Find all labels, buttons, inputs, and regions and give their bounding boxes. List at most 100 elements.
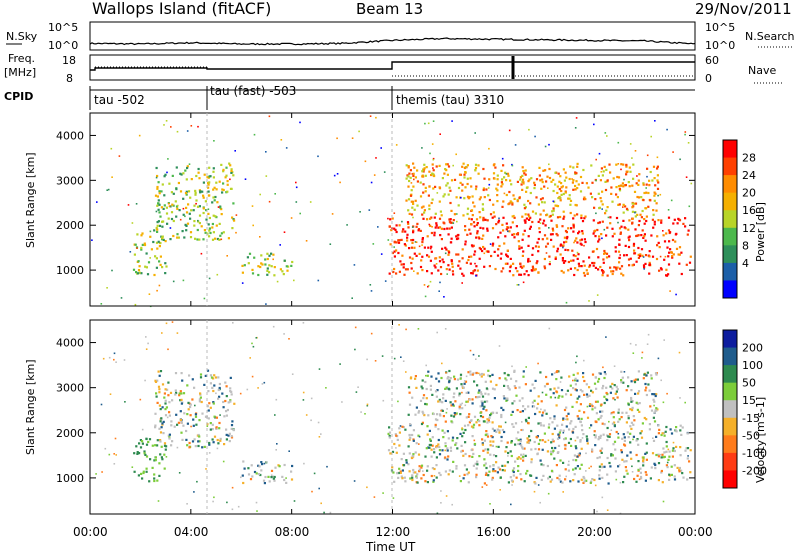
data-cell — [562, 217, 565, 220]
data-cell — [631, 465, 633, 468]
data-cell — [642, 182, 645, 185]
data-cell — [633, 202, 636, 205]
data-cell — [615, 193, 618, 196]
data-cell — [431, 172, 434, 175]
data-cell — [141, 232, 144, 235]
data-cell — [644, 262, 647, 265]
data-cell — [407, 175, 410, 178]
data-cell — [617, 436, 620, 439]
data-cell — [481, 438, 484, 441]
data-cell — [514, 443, 517, 446]
data-cell — [136, 233, 139, 236]
data-cell — [445, 386, 448, 389]
data-cell — [158, 474, 161, 477]
data-cell — [161, 225, 164, 228]
data-cell — [156, 228, 159, 231]
data-cell — [625, 163, 628, 166]
data-cell — [482, 167, 485, 171]
data-cell — [679, 397, 681, 399]
data-cell — [445, 387, 448, 390]
data-cell — [516, 180, 519, 183]
data-cell — [567, 469, 570, 472]
data-cell — [641, 422, 644, 425]
data-cell — [158, 224, 162, 227]
data-cell — [555, 204, 559, 207]
data-cell — [375, 116, 377, 119]
data-cell — [552, 245, 555, 248]
data-cell — [215, 181, 218, 184]
data-cell — [266, 252, 269, 255]
data-cell — [505, 253, 508, 256]
data-cell — [664, 255, 667, 258]
data-cell — [195, 202, 197, 205]
colorbar-tick-label: -15 — [742, 412, 760, 425]
data-cell — [446, 273, 448, 275]
data-cell — [194, 189, 197, 192]
data-cell — [144, 379, 146, 382]
data-cell — [521, 410, 524, 413]
data-cell — [603, 423, 606, 426]
data-cell — [167, 217, 170, 220]
data-cell — [437, 438, 440, 442]
data-cell — [450, 404, 453, 407]
data-cell — [155, 257, 158, 260]
data-cell — [167, 394, 170, 397]
data-cell — [264, 263, 267, 266]
data-cell — [415, 476, 418, 479]
data-cell — [551, 421, 554, 424]
data-cell — [482, 227, 485, 230]
data-cell — [511, 202, 514, 205]
data-cell — [279, 268, 282, 271]
data-cell — [157, 370, 160, 373]
data-cell — [617, 221, 619, 224]
data-cell — [669, 248, 672, 251]
data-cell — [522, 375, 525, 378]
data-cell — [548, 423, 551, 426]
data-cell — [329, 511, 332, 514]
data-cell — [456, 447, 459, 450]
data-cell — [562, 271, 565, 274]
data-cell — [476, 460, 479, 463]
data-cell — [235, 214, 238, 216]
data-cell — [154, 444, 157, 447]
data-cell — [438, 200, 441, 203]
data-cell — [462, 454, 465, 457]
data-cell — [425, 374, 427, 377]
data-cell — [195, 199, 198, 202]
data-cell — [483, 265, 486, 268]
data-cell — [512, 474, 515, 477]
data-cell — [101, 471, 103, 473]
data-cell — [594, 444, 597, 447]
data-cell — [440, 214, 443, 217]
data-cell — [433, 451, 436, 454]
data-cell — [622, 211, 625, 214]
data-cell — [408, 438, 411, 441]
data-cell — [395, 241, 398, 244]
data-cell — [467, 415, 470, 418]
data-cell — [511, 233, 514, 236]
data-cell — [475, 275, 477, 277]
data-cell — [399, 260, 402, 263]
data-cell — [433, 234, 436, 237]
data-cell — [420, 259, 423, 262]
data-cell — [134, 243, 137, 246]
data-cell — [527, 439, 530, 442]
data-cell — [574, 184, 577, 188]
data-cell — [588, 256, 591, 259]
data-cell — [163, 194, 166, 197]
data-cell — [514, 460, 517, 463]
data-cell — [427, 370, 430, 373]
data-cell — [242, 460, 245, 463]
data-cell — [268, 254, 271, 257]
data-cell — [424, 455, 427, 458]
data-cell — [481, 443, 484, 446]
data-cell — [142, 471, 145, 475]
data-cell — [161, 236, 164, 239]
data-cell — [470, 185, 473, 188]
data-cell — [536, 260, 539, 263]
data-cell — [481, 203, 484, 206]
data-cell — [455, 196, 458, 199]
data-cell — [537, 220, 540, 223]
data-cell — [452, 404, 455, 407]
data-cell — [508, 129, 511, 132]
